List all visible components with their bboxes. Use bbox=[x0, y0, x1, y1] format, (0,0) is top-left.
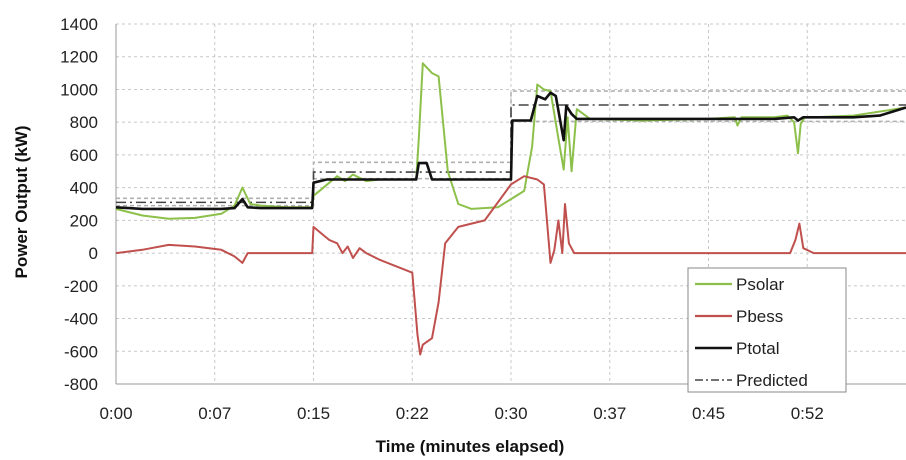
y-tick-label: 1000 bbox=[60, 80, 98, 99]
y-axis-title: Power Output (kW) bbox=[12, 126, 31, 279]
legend: Psolar Pbess Ptotal Predicted bbox=[687, 267, 847, 393]
series-line-pbess bbox=[115, 175, 906, 356]
y-tick-label: 0 bbox=[89, 244, 98, 263]
y-tick-label: 800 bbox=[70, 113, 98, 132]
y-tick-label: -800 bbox=[64, 375, 98, 394]
legend-label-ptotal: Ptotal bbox=[736, 339, 779, 358]
y-tick-label: -400 bbox=[64, 310, 98, 329]
x-tick-label: 0:37 bbox=[593, 404, 626, 423]
y-tick-label: 1200 bbox=[60, 48, 98, 67]
x-tick-label: 0:22 bbox=[396, 404, 429, 423]
legend-label-psolar: Psolar bbox=[736, 275, 785, 294]
y-axis-ticks: -800 -600 -400 -200 0 200 400 600 800 1000 1200 140… bbox=[60, 15, 98, 394]
predicted-upper-line bbox=[116, 90, 906, 200]
predicted-line bbox=[116, 104, 906, 204]
series-lines bbox=[115, 62, 906, 356]
y-tick-label: -200 bbox=[64, 277, 98, 296]
series-line-ptotal bbox=[115, 91, 906, 211]
y-tick-label: 1400 bbox=[60, 15, 98, 34]
y-tick-label: 600 bbox=[70, 146, 98, 165]
y-tick-label: 400 bbox=[70, 179, 98, 198]
x-tick-label: 0:30 bbox=[494, 404, 527, 423]
x-axis-title: Time (minutes elapsed) bbox=[376, 437, 565, 456]
legend-box bbox=[687, 267, 847, 393]
x-tick-label: 0:00 bbox=[99, 404, 132, 423]
x-tick-label: 0:07 bbox=[198, 404, 231, 423]
x-tick-label: 0:52 bbox=[791, 404, 824, 423]
legend-label-pbess: Pbess bbox=[736, 307, 783, 326]
y-tick-label: -600 bbox=[64, 342, 98, 361]
y-tick-label: 200 bbox=[70, 211, 98, 230]
x-tick-label: 0:15 bbox=[297, 404, 330, 423]
legend-label-predicted: Predicted bbox=[736, 371, 808, 390]
x-axis-ticks: 0:00 0:07 0:15 0:22 0:30 0:37 0:45 0:52 bbox=[99, 404, 823, 423]
x-tick-label: 0:45 bbox=[692, 404, 725, 423]
